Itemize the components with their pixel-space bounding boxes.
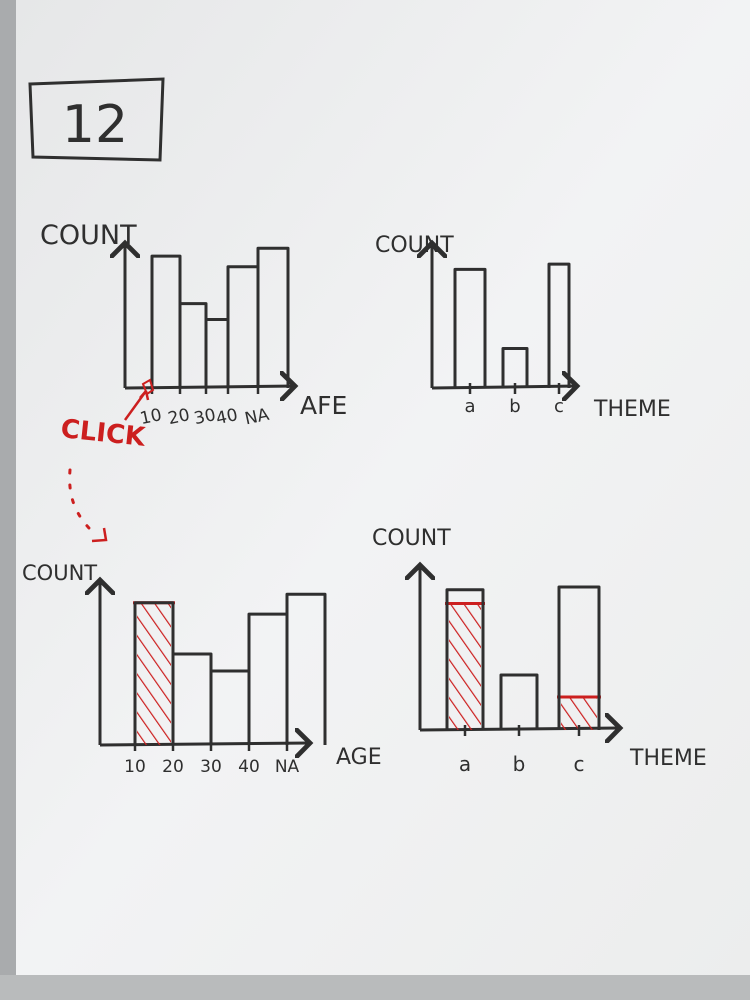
y-axis-label: COUNT	[372, 526, 451, 551]
tick-label-20: 20	[166, 405, 191, 429]
tick-label-40: 40	[214, 405, 239, 429]
x-axis-label: THEME	[593, 397, 671, 422]
bar-b	[501, 346, 529, 388]
y-axis-label: COUNT	[22, 561, 97, 585]
highlight-10	[137, 602, 171, 745]
tick-label-30: 30	[200, 757, 222, 777]
board-surface	[16, 0, 750, 975]
tick-label-20: 20	[162, 757, 184, 777]
bar-NA	[285, 592, 327, 745]
tick-label-10: 10	[124, 757, 146, 777]
tick-label-b: b	[513, 752, 526, 776]
x-axis	[99, 743, 310, 745]
bar-NA	[256, 246, 290, 388]
x-axis-label: AFE	[300, 391, 347, 420]
bar-a	[453, 267, 487, 388]
bar-c	[547, 262, 571, 388]
highlight-a	[449, 603, 481, 730]
board-number-text: 12	[62, 95, 128, 155]
tick-label-10: 10	[138, 405, 163, 429]
tick-label-c: c	[554, 396, 564, 417]
chart-2: COUNT THEME a b c	[375, 233, 671, 422]
bar-b	[499, 673, 539, 730]
board-number: 12	[28, 77, 165, 162]
tick-label-b: b	[509, 396, 520, 417]
dotted-path-arrowhead	[91, 527, 108, 543]
tick-label-30: 30	[192, 405, 217, 429]
y-axis-label: COUNT	[375, 233, 454, 258]
bar-c	[557, 585, 601, 730]
tick-label-a: a	[464, 396, 475, 417]
tick-label-c: c	[574, 752, 585, 776]
chart-4: COUNT THEME a b c	[372, 526, 707, 776]
x-axis-label: AGE	[336, 745, 382, 770]
cursor-icon	[141, 378, 155, 396]
highlight-c	[561, 697, 597, 730]
bar-a	[445, 588, 485, 730]
tick-label-40: 40	[238, 757, 260, 777]
chart-3: COUNT AGE 10 20 30 40 NA	[22, 561, 382, 777]
y-axis-label: COUNT	[40, 220, 137, 251]
tick-label-NA: NA	[275, 757, 300, 777]
tick-label-a: a	[459, 752, 471, 776]
x-axis-label: THEME	[629, 746, 707, 771]
